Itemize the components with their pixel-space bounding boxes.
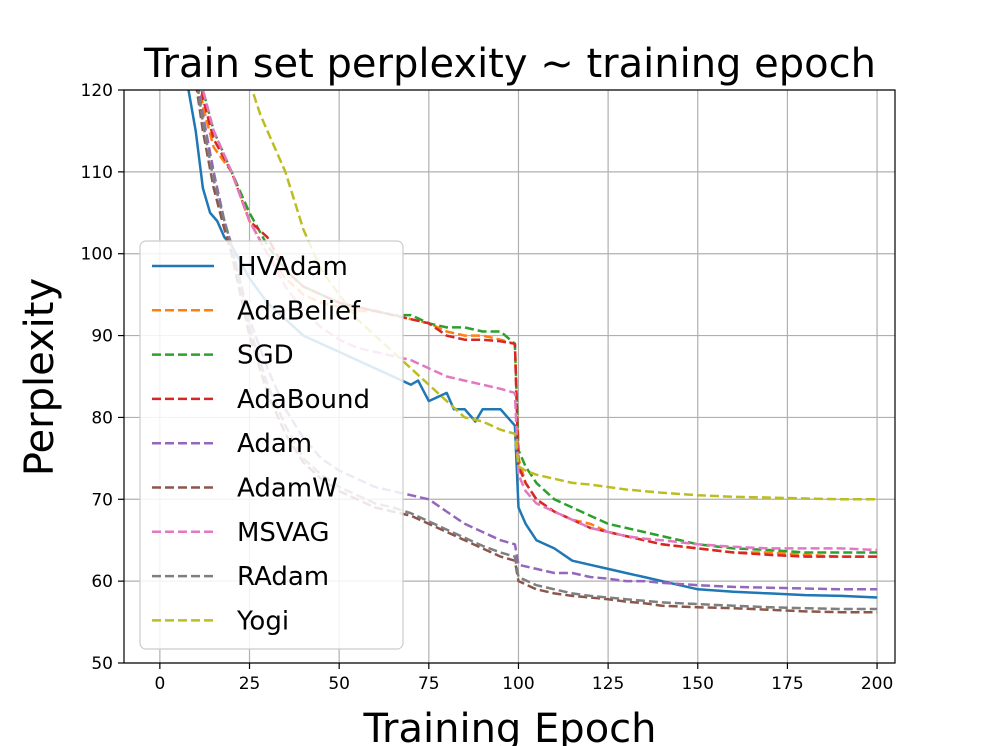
y-tick-label: 60: [91, 572, 113, 592]
legend-item-adam: Adam: [152, 429, 312, 459]
legend-label: HVAdam: [237, 252, 348, 282]
x-tick-label: 150: [682, 674, 714, 694]
y-tick-label: 110: [81, 163, 113, 183]
y-tick-label: 80: [91, 408, 113, 428]
series-line-yogi: [250, 90, 878, 501]
x-tick-label: 75: [418, 674, 440, 694]
legend-item-adamw: AdamW: [152, 474, 338, 504]
x-tick-label: 175: [771, 674, 803, 694]
legend: HVAdam AdaBelief SGD AdaBound Adam AdamW MSVAG…: [139, 240, 404, 650]
legend-item-hvadam: HVAdam: [152, 252, 348, 282]
legend-item-yogi: Yogi: [152, 606, 289, 636]
y-axis-ticks: 50 60 70 80 90 100 110 120: [81, 81, 124, 674]
legend-item-msvag: MSVAG: [152, 518, 330, 548]
x-axis-ticks: 0 25 50 75 100 125 150 175 200: [154, 663, 893, 694]
series-line-adam: [197, 90, 878, 591]
legend-label: SGD: [237, 341, 294, 371]
series-line-msvag: [201, 90, 878, 552]
legend-item-sgd: SGD: [152, 341, 294, 371]
x-tick-label: 50: [328, 674, 350, 694]
y-tick-label: 100: [81, 245, 113, 265]
legend-label: Yogi: [236, 606, 289, 636]
legend-label: AdamW: [237, 474, 338, 504]
x-tick-label: 200: [861, 674, 893, 694]
y-tick-label: 120: [81, 81, 113, 101]
x-tick-label: 0: [154, 674, 165, 694]
x-tick-label: 25: [239, 674, 261, 694]
series-line-adabound: [200, 90, 878, 558]
chart-title: Train set perplexity ~ training epoch: [143, 41, 876, 87]
legend-item-adabelief: AdaBelief: [152, 296, 361, 326]
y-tick-label: 70: [91, 490, 113, 510]
legend-item-radam: RAdam: [152, 562, 329, 592]
series-line-radam: [196, 90, 878, 611]
x-axis-label: Training Epoch: [362, 706, 656, 746]
legend-label: Adam: [237, 429, 312, 459]
x-tick-label: 100: [502, 674, 534, 694]
legend-label: AdaBound: [237, 385, 370, 415]
plot-frame: [123, 89, 896, 664]
y-tick-label: 50: [91, 654, 113, 674]
legend-label: MSVAG: [237, 518, 330, 548]
legend-item-adabound: AdaBound: [152, 385, 370, 415]
legend-label: RAdam: [237, 562, 329, 592]
legend-box: [139, 240, 404, 650]
y-axis-label: Perplexity: [17, 278, 63, 476]
x-tick-label: 125: [592, 674, 624, 694]
series-line-sgd: [201, 90, 878, 554]
legend-label: AdaBelief: [237, 296, 361, 326]
y-tick-label: 90: [91, 327, 113, 347]
